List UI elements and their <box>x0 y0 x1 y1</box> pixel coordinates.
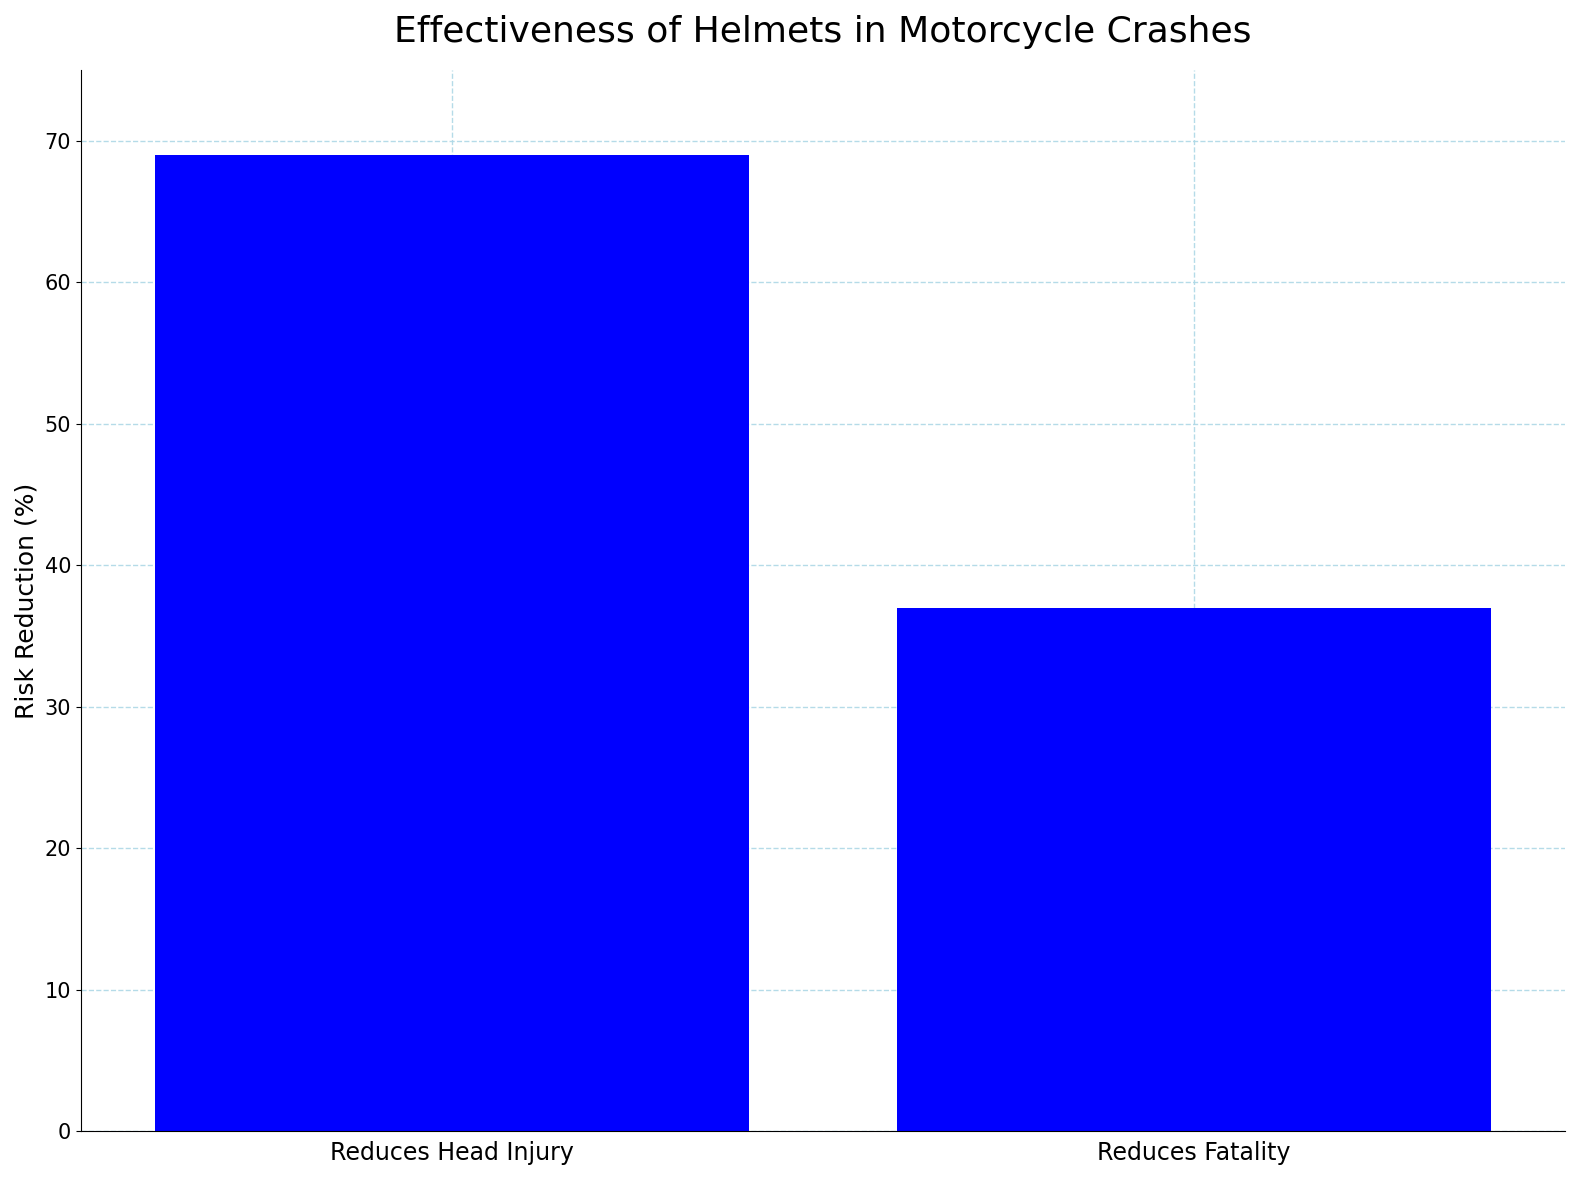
Y-axis label: Risk Reduction (%): Risk Reduction (%) <box>14 483 40 719</box>
Title: Effectiveness of Helmets in Motorcycle Crashes: Effectiveness of Helmets in Motorcycle C… <box>393 15 1251 50</box>
Bar <box>897 608 1492 1132</box>
Bar <box>155 155 749 1132</box>
